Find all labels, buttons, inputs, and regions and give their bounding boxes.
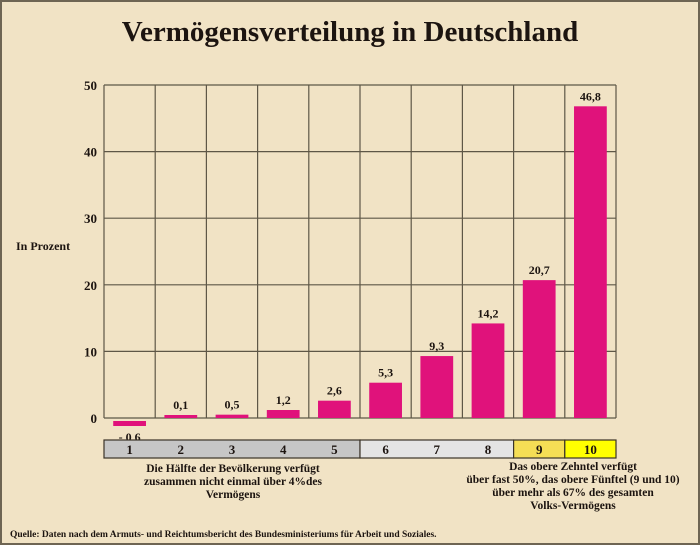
y-tick-label: 0 bbox=[91, 411, 98, 426]
bar bbox=[113, 421, 146, 426]
annotation-right-line: über mehr als 67% des gesamten bbox=[492, 487, 654, 499]
value-label: 46,8 bbox=[580, 89, 601, 103]
value-label: 14,2 bbox=[478, 306, 499, 320]
bar bbox=[318, 400, 351, 418]
value-label: 20,7 bbox=[529, 263, 550, 277]
annotation-right-line: Volks-Vermögens bbox=[530, 500, 616, 512]
value-label: 1,2 bbox=[276, 393, 291, 407]
value-label: 0,1 bbox=[173, 398, 188, 412]
y-tick-label: 10 bbox=[84, 344, 97, 359]
bar bbox=[369, 382, 402, 418]
bar bbox=[164, 415, 198, 418]
bar bbox=[471, 323, 505, 418]
category-label: 4 bbox=[280, 442, 287, 457]
y-tick-label: 20 bbox=[84, 278, 97, 293]
category-label: 1 bbox=[126, 442, 133, 457]
category-label: 7 bbox=[434, 442, 441, 457]
annotation-right-line: Das obere Zehntel verfügt bbox=[509, 461, 637, 473]
y-tick-label: 50 bbox=[84, 78, 97, 93]
value-label: 0,5 bbox=[225, 398, 240, 412]
value-label: 2,6 bbox=[327, 384, 342, 398]
bar bbox=[266, 410, 300, 418]
annotation-right-line: über fast 50%, das obere Fünftel (9 und … bbox=[466, 474, 680, 486]
value-label: 9,3 bbox=[429, 339, 444, 353]
category-label: 3 bbox=[229, 442, 236, 457]
bar bbox=[574, 106, 607, 418]
category-group bbox=[564, 439, 617, 459]
grid bbox=[103, 84, 617, 419]
y-tick-label: 40 bbox=[84, 145, 97, 160]
annotation-left-line: Die Hälfte der Bevölkerung verfügt bbox=[146, 463, 320, 475]
category-label: 5 bbox=[331, 442, 338, 457]
value-label: 5,3 bbox=[378, 366, 393, 380]
y-ticks: 0 10 20 30 40 50 bbox=[84, 78, 97, 426]
category-label: 10 bbox=[584, 442, 597, 457]
category-label: 2 bbox=[178, 442, 185, 457]
value-labels: - 0,60,1 0,5 1,22,65,39,314,220,746,8 bbox=[119, 89, 601, 444]
source-note: Quelle: Daten nach dem Armuts- und Reich… bbox=[10, 530, 437, 540]
annotation-left-line: Vermögens bbox=[205, 489, 261, 501]
y-axis-label: In Prozent bbox=[16, 239, 71, 253]
bar bbox=[522, 280, 556, 418]
bars bbox=[113, 106, 607, 426]
annotation-left-line: zusammen nicht einmal über 4%des bbox=[143, 476, 323, 488]
annotation-right: Das obere Zehntel verfügt über fast 50%,… bbox=[448, 461, 698, 513]
category-strip: 1 2 3 4 5 6 7 8 9 10 bbox=[103, 439, 617, 459]
bar bbox=[420, 356, 454, 418]
category-label: 8 bbox=[485, 442, 492, 457]
category-label: 6 bbox=[382, 442, 389, 457]
bar bbox=[215, 414, 249, 418]
y-tick-label: 30 bbox=[84, 211, 97, 226]
annotation-left: Die Hälfte der Bevölkerung verfügt zusam… bbox=[118, 463, 348, 502]
chart-title: Vermögensverteilung in Deutschland bbox=[121, 16, 579, 48]
category-label: 9 bbox=[536, 442, 543, 457]
